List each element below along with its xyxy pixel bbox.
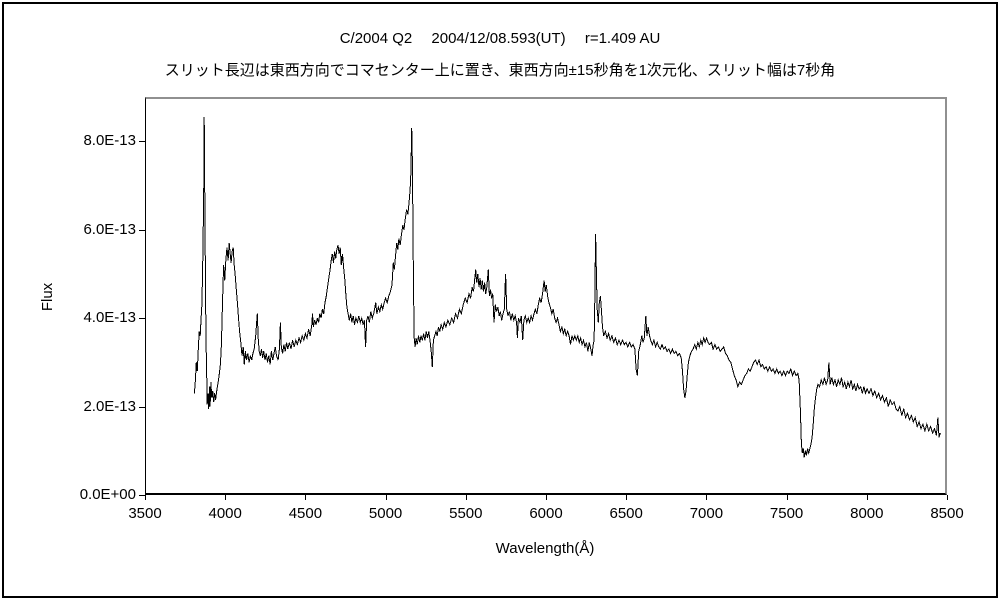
y-tick-label: 8.0E-13 bbox=[83, 132, 136, 150]
spectrum-line bbox=[193, 116, 941, 458]
chart-subtitle: スリット長辺は東西方向でコマセンター上に置き、東西方向±15秒角を1次元化、スリ… bbox=[164, 62, 836, 79]
x-tick-label: 6000 bbox=[529, 505, 563, 522]
x-tick-label: 4000 bbox=[208, 505, 242, 522]
y-tick-label: 0.0E+00 bbox=[79, 486, 136, 503]
chart-title: C/2004 Q2 2004/12/08.593(UT) r=1.409 AU bbox=[339, 30, 661, 47]
x-tick-label: 7500 bbox=[769, 505, 804, 522]
y-tick-label: 6.0E-13 bbox=[83, 220, 136, 238]
x-tick-label: 5500 bbox=[449, 505, 483, 522]
x-axis-title: Wavelength(Å) bbox=[495, 540, 595, 557]
plot-area bbox=[145, 97, 947, 495]
y-tick-label: 4.0E-13 bbox=[83, 309, 136, 327]
x-tick-label: 4500 bbox=[288, 505, 323, 522]
y-tick-label: 2.0E-13 bbox=[83, 397, 136, 415]
x-tick-label: 7000 bbox=[689, 505, 724, 522]
x-tick-label: 8000 bbox=[850, 505, 884, 522]
x-tick-label: 3500 bbox=[128, 505, 162, 522]
x-tick-label: 8500 bbox=[930, 505, 964, 522]
x-tick-label: 6500 bbox=[609, 505, 643, 522]
x-tick-label: 5000 bbox=[368, 505, 403, 522]
